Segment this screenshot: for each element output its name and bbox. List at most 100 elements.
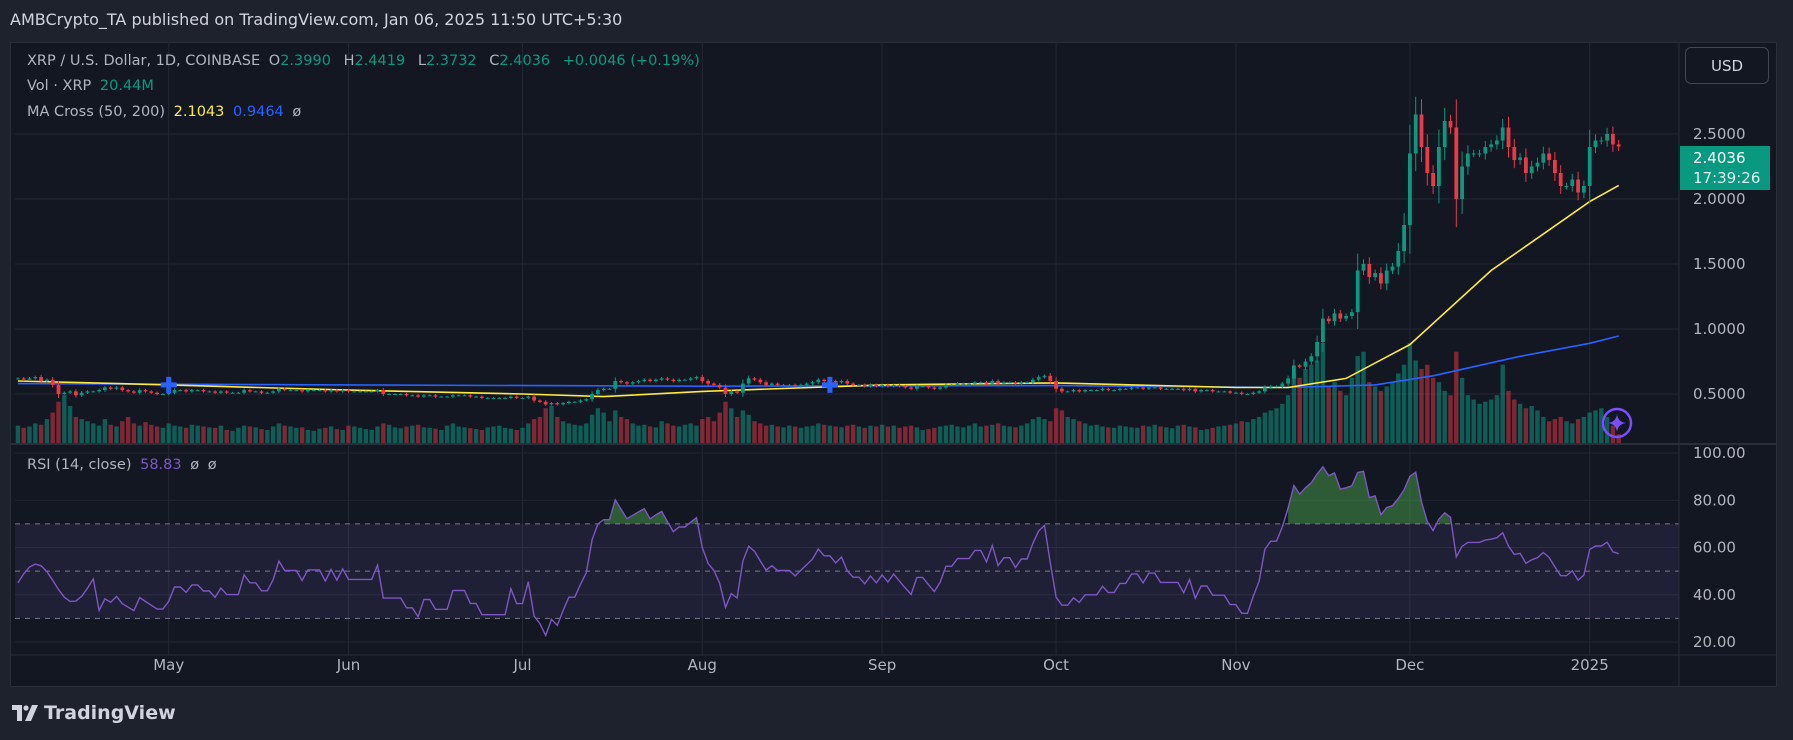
candle-body — [265, 392, 270, 394]
candle-body — [973, 382, 977, 384]
candle-body — [1425, 147, 1430, 173]
volume-value: 20.44M — [99, 78, 154, 94]
volume-bar — [1019, 425, 1024, 443]
volume-bar — [804, 426, 809, 443]
volume-bar — [705, 416, 711, 443]
candle-body — [1280, 383, 1285, 387]
candle-body — [1384, 270, 1389, 284]
rsi-tick-label: 80.00 — [1693, 491, 1736, 509]
candle-body — [259, 391, 264, 393]
volume-bar — [514, 429, 519, 443]
candle-body — [1303, 361, 1308, 367]
ma-cross-legend[interactable]: MA Cross (50, 200) 2.1043 0.9464 ø — [27, 104, 305, 120]
volume-bar — [27, 426, 32, 443]
volume-legend[interactable]: Vol · XRP 20.44M — [27, 78, 158, 94]
candle-body — [1263, 387, 1267, 392]
candle-body — [897, 384, 902, 387]
candle-body — [1036, 377, 1041, 380]
candle-body — [978, 382, 983, 384]
volume-bar — [363, 429, 369, 443]
candle-body — [56, 384, 61, 394]
volume-bar — [1506, 390, 1511, 443]
candle-body — [648, 379, 652, 381]
candle-body — [1222, 391, 1227, 393]
volume-bar — [752, 421, 757, 443]
candle-body — [1245, 394, 1250, 395]
tradingview-logo[interactable]: TradingView — [12, 702, 176, 724]
candle-body — [619, 381, 623, 383]
candle-body — [439, 396, 444, 398]
volume-bar — [1599, 408, 1604, 443]
candle-body — [1338, 313, 1343, 319]
candle-body — [62, 392, 67, 394]
volume-bar — [1268, 410, 1273, 443]
candle-body — [1042, 375, 1047, 378]
candle-body — [903, 386, 908, 388]
candle-body — [1576, 179, 1580, 193]
volume-bar — [949, 424, 954, 443]
candle-body — [793, 384, 797, 387]
candle-body — [120, 387, 125, 391]
candle-body — [1048, 375, 1053, 381]
candle-body — [1587, 147, 1592, 186]
volume-bar — [79, 419, 84, 443]
rsi-extra-value-2: ø — [207, 457, 217, 473]
candle-body — [114, 387, 119, 389]
volume-bar — [787, 425, 792, 443]
rsi-overbought-fill — [1288, 466, 1428, 524]
volume-bar — [1175, 425, 1181, 443]
volume-bar — [485, 427, 490, 443]
candle-body — [137, 390, 142, 393]
volume-bar — [166, 423, 171, 443]
volume-bar — [897, 427, 902, 443]
symbol-legend[interactable]: XRP / U.S. Dollar, 1D, COINBASE O2.3990 … — [27, 53, 704, 69]
volume-bar — [1233, 423, 1239, 443]
candle-body — [1274, 386, 1279, 388]
rsi-tick-label: 40.00 — [1693, 586, 1736, 604]
candle-body — [1500, 127, 1505, 141]
volume-bar — [1146, 426, 1152, 443]
candle-body — [1564, 186, 1569, 187]
volume-bar — [1616, 434, 1621, 443]
candle-body — [317, 390, 322, 392]
time-tick-label: Jun — [336, 656, 360, 674]
candle-body — [1518, 157, 1522, 160]
currency-button[interactable]: USD — [1685, 47, 1769, 84]
volume-bar — [589, 414, 595, 443]
ma-extra-value: ø — [292, 104, 302, 120]
candle-body — [288, 390, 293, 392]
candle-body — [880, 384, 884, 387]
candle-body — [456, 395, 461, 397]
volume-bar — [1204, 429, 1210, 443]
candle-body — [358, 391, 362, 393]
volume-bar — [201, 426, 206, 443]
volume-bar — [50, 412, 55, 443]
volume-bar — [276, 423, 282, 443]
volume-bar — [1581, 416, 1587, 443]
rsi-legend[interactable]: RSI (14, close) 58.83 ø ø — [27, 457, 221, 473]
volume-bar — [473, 429, 479, 443]
candle-body — [1100, 388, 1105, 391]
volume-bar — [1059, 410, 1065, 443]
candle-body — [166, 392, 171, 394]
volume-bar — [1442, 390, 1447, 443]
volume-bar — [85, 421, 90, 443]
sparkle-icon[interactable] — [1601, 407, 1633, 439]
candle-body — [886, 384, 890, 387]
candle-body — [1402, 225, 1406, 251]
volume-bar — [462, 427, 467, 443]
volume-bar — [1280, 403, 1285, 443]
volume-bar — [636, 425, 641, 443]
volume-bar — [549, 406, 554, 443]
candle-body — [932, 387, 937, 389]
candle-body — [799, 384, 803, 387]
ma-cross-label: MA Cross (50, 200) — [27, 104, 166, 120]
candle-body — [572, 401, 577, 403]
volume-bar — [212, 427, 218, 443]
volume-bar — [595, 408, 601, 443]
candle-body — [1094, 390, 1099, 392]
volume-bar — [1088, 425, 1094, 443]
volume-bar — [433, 428, 438, 443]
time-tick-label: Dec — [1395, 656, 1424, 674]
